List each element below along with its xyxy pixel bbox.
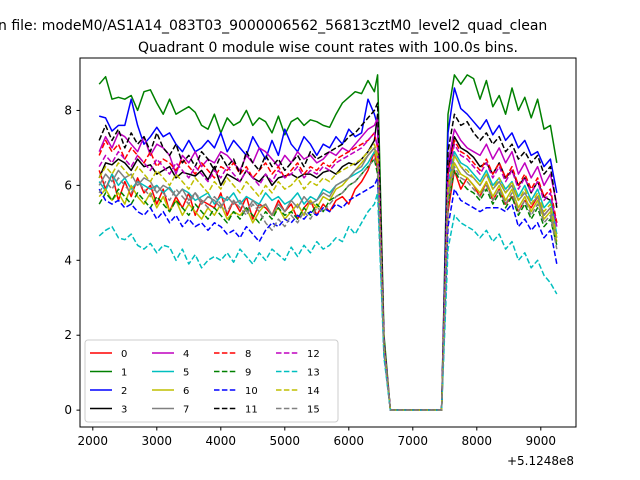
y-tick-label: 0 (64, 403, 72, 417)
x-tick-label: 7000 (398, 434, 429, 448)
legend-label-10: 10 (245, 386, 258, 397)
series-layer (98, 74, 558, 411)
x-tick-label: 3000 (142, 434, 173, 448)
y-tick-label: 6 (64, 178, 72, 192)
legend-frame (84, 339, 339, 423)
legend-label-3: 3 (121, 405, 127, 416)
x-tick-label: 4000 (206, 434, 237, 448)
legend-label-1: 1 (121, 368, 127, 379)
x-tick-label: 2000 (78, 434, 109, 448)
figure-suptitle: n file: modeM0/AS1A14_083T03_9000006562_… (0, 18, 547, 34)
series-line-12 (98, 132, 558, 411)
series-line-1 (98, 74, 558, 411)
legend-label-14: 14 (307, 386, 320, 397)
legend-label-13: 13 (307, 368, 320, 379)
series-line-2 (98, 87, 558, 411)
y-tick-label: 4 (64, 253, 72, 267)
series-line-8 (98, 132, 558, 411)
series-line-7 (98, 147, 558, 411)
legend-label-12: 12 (307, 349, 320, 360)
series-line-14 (98, 143, 558, 411)
x-axis: 2000 3000 4000 5000 6000 7000 8000 9000 (78, 427, 557, 448)
x-offset-label: +5.1248e8 (507, 454, 574, 468)
legend-label-6: 6 (183, 386, 189, 397)
legend-label-9: 9 (245, 368, 251, 379)
legend-label-15: 15 (307, 405, 320, 416)
series-line-4 (98, 117, 558, 411)
x-tick-label: 9000 (526, 434, 557, 448)
series-line-15 (98, 158, 558, 411)
y-axis: 0 2 4 6 8 (64, 103, 80, 417)
series-line-9 (98, 158, 558, 411)
legend-label-11: 11 (245, 405, 258, 416)
series-line-10 (98, 177, 558, 411)
chart-title: Quadrant 0 module wise count rates with … (138, 40, 518, 56)
series-line-11 (98, 102, 558, 411)
legend-label-7: 7 (183, 405, 189, 416)
x-tick-label: 6000 (334, 434, 365, 448)
legend-label-4: 4 (183, 349, 189, 360)
x-tick-label: 8000 (462, 434, 493, 448)
plot-frame (79, 57, 577, 428)
legend-label-5: 5 (183, 368, 189, 379)
series-line-13 (98, 192, 558, 411)
legend-label-2: 2 (121, 386, 127, 397)
y-tick-label: 8 (64, 103, 72, 117)
x-tick-label: 5000 (270, 434, 301, 448)
legend-label-8: 8 (245, 349, 251, 360)
y-tick-label: 2 (64, 328, 72, 342)
legend-label-0: 0 (121, 349, 127, 360)
